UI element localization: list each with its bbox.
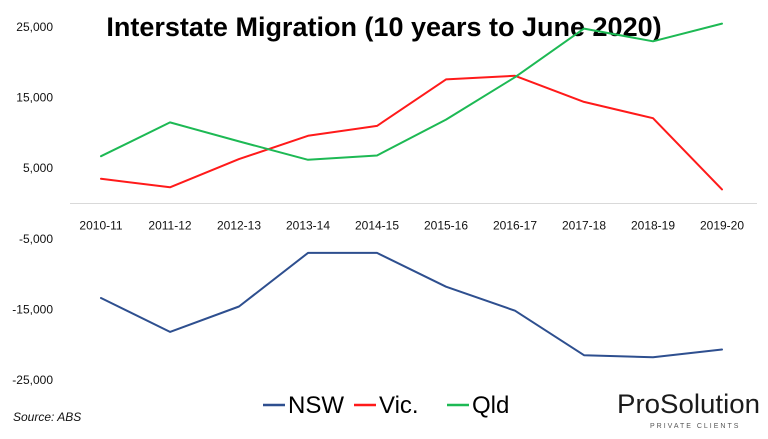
y-tick-label: 15,000 bbox=[16, 91, 53, 105]
y-tick-label: 25,000 bbox=[16, 20, 53, 34]
x-tick-label: 2015-16 bbox=[424, 219, 468, 233]
y-tick-label: -25,000 bbox=[12, 373, 53, 387]
x-tick-label: 2016-17 bbox=[493, 219, 537, 233]
chart-title: Interstate Migration (10 years to June 2… bbox=[106, 12, 661, 42]
legend-label-qld: Qld bbox=[472, 392, 509, 419]
y-tick-label: 5,000 bbox=[23, 161, 53, 175]
x-tick-label: 2012-13 bbox=[217, 219, 261, 233]
source-note: Source: ABS bbox=[13, 410, 81, 424]
series-line-nsw bbox=[100, 251, 723, 359]
brand-name: ProSolution bbox=[617, 389, 760, 419]
y-tick-label: -5,000 bbox=[19, 232, 53, 246]
x-axis-ticks: 2010-11 2011-12 2012-13 2013-14 2014-15 2015-… bbox=[79, 219, 744, 233]
x-tick-label: 2011-12 bbox=[148, 219, 191, 233]
series-line-vic bbox=[100, 74, 723, 191]
legend-label-vic: Vic. bbox=[379, 392, 419, 419]
brand-tagline: PRIVATE CLIENTS bbox=[650, 423, 740, 430]
y-axis-ticks: 25,000 15,000 5,000 -5,000 -15,000 -25,000 bbox=[12, 20, 53, 387]
y-tick-label: -15,000 bbox=[12, 302, 53, 316]
x-tick-label: 2019-20 bbox=[700, 219, 744, 233]
brand-logo: ProSolution PRIVATE CLIENTS bbox=[617, 389, 760, 430]
series-lines bbox=[100, 22, 723, 359]
legend: NSW Vic. Qld bbox=[263, 392, 509, 419]
x-tick-label: 2010-11 bbox=[79, 219, 122, 233]
legend-label-nsw: NSW bbox=[288, 392, 344, 419]
x-tick-label: 2017-18 bbox=[562, 219, 606, 233]
x-tick-label: 2013-14 bbox=[286, 219, 330, 233]
x-tick-label: 2014-15 bbox=[355, 219, 399, 233]
x-tick-label: 2018-19 bbox=[631, 219, 675, 233]
series-line-qld bbox=[100, 22, 723, 161]
